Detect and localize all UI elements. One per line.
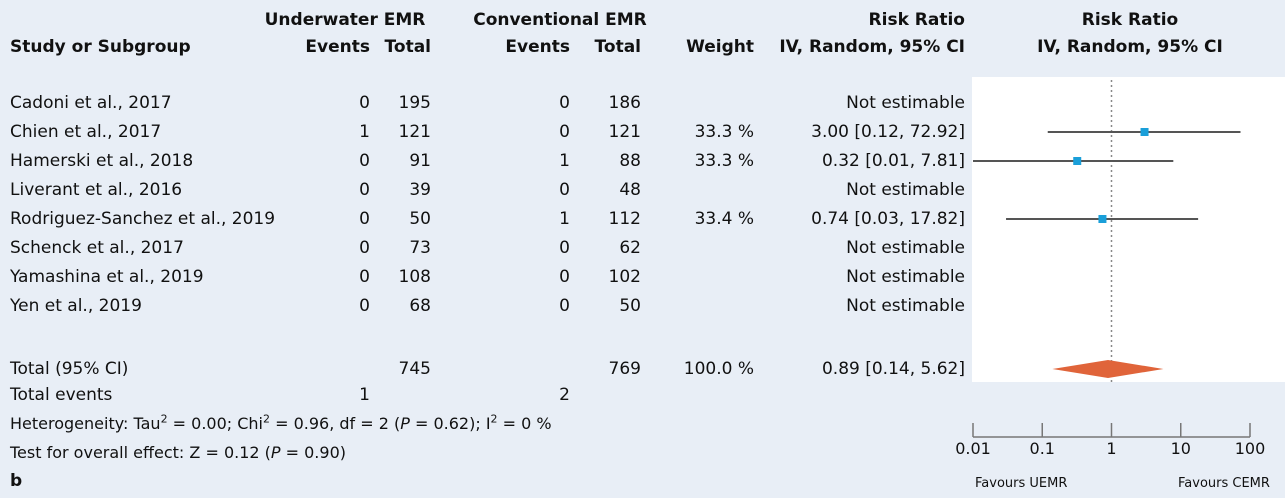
study-name: Hamerski et al., 2018 [10, 151, 194, 171]
events1: 0 [359, 180, 370, 200]
risk-ratio: 0.32 [0.01, 7.81] [821, 151, 965, 171]
total-events-e2: 2 [559, 385, 570, 405]
events2: 1 [559, 151, 570, 171]
total2: 121 [608, 122, 641, 142]
events1: 0 [359, 209, 370, 229]
events1: 0 [359, 151, 370, 171]
study-name: Yen et al., 2019 [10, 296, 142, 316]
events1: 1 [359, 122, 370, 142]
total-events-label: Total events [10, 385, 113, 405]
risk-ratio: 3.00 [0.12, 72.92] [811, 122, 965, 142]
x-tick-label: 0.01 [955, 439, 991, 458]
heterogeneity-line: Heterogeneity: Tau2 = 0.00; Chi2 = 0.96,… [10, 412, 552, 433]
weight-header: Weight [686, 37, 754, 57]
events2: 1 [559, 209, 570, 229]
total2: 62 [619, 238, 641, 258]
weight: 33.3 % [694, 151, 754, 171]
rr-title-header: Risk Ratio [868, 10, 965, 30]
events2: 0 [559, 296, 570, 316]
risk-ratio: 0.74 [0.03, 17.82] [811, 209, 965, 229]
total2: 48 [619, 180, 641, 200]
total1: 121 [398, 122, 431, 142]
total1: 68 [409, 296, 431, 316]
total2: 50 [619, 296, 641, 316]
forest-plot-panel [972, 77, 1285, 382]
rr-method-header: IV, Random, 95% CI [779, 37, 965, 57]
study-column-header: Study or Subgroup [10, 37, 191, 57]
total-t2: 769 [608, 359, 641, 379]
cemr-group-header: Conventional EMR [473, 10, 647, 30]
total1-header: Total [384, 37, 431, 57]
study-name: Liverant et al., 2016 [10, 180, 183, 200]
total2-header: Total [594, 37, 641, 57]
events2: 0 [559, 122, 570, 142]
total2: 186 [608, 93, 641, 113]
events1: 0 [359, 238, 370, 258]
events1: 0 [359, 296, 370, 316]
events1: 0 [359, 267, 370, 287]
total1: 39 [409, 180, 431, 200]
total1: 195 [398, 93, 431, 113]
x-tick-label: 100 [1235, 439, 1266, 458]
study-name: Yamashina et al., 2019 [10, 267, 204, 287]
x-tick-label: 1 [1106, 439, 1116, 458]
uemr-group-header: Underwater EMR [264, 10, 426, 30]
events2: 0 [559, 238, 570, 258]
favours-right: Favours CEMR [1178, 476, 1270, 491]
weight: 33.3 % [694, 122, 754, 142]
risk-ratio: Not estimable [846, 296, 965, 316]
weight: 33.4 % [694, 209, 754, 229]
events1: 0 [359, 93, 370, 113]
total1: 73 [409, 238, 431, 258]
total2: 102 [608, 267, 641, 287]
risk-ratio: Not estimable [846, 93, 965, 113]
total1: 91 [409, 151, 431, 171]
events2: 0 [559, 267, 570, 287]
total-t1: 745 [398, 359, 431, 379]
study-name: Cadoni et al., 2017 [10, 93, 172, 113]
x-tick-label: 10 [1171, 439, 1191, 458]
total-events-e1: 1 [359, 385, 370, 405]
risk-ratio: Not estimable [846, 267, 965, 287]
events2: 0 [559, 180, 570, 200]
favours-left: Favours UEMR [975, 476, 1068, 491]
risk-ratio: Not estimable [846, 238, 965, 258]
total1: 108 [398, 267, 431, 287]
total2: 88 [619, 151, 641, 171]
rr-title-header-2: Risk Ratio [1081, 10, 1179, 30]
risk-ratio: Not estimable [846, 180, 965, 200]
events2-header: Events [505, 37, 570, 57]
study-name: Chien et al., 2017 [10, 122, 162, 142]
total-label: Total (95% CI) [10, 359, 129, 379]
study-name: Schenck et al., 2017 [10, 238, 184, 258]
total-rr: 0.89 [0.14, 5.62] [821, 359, 965, 379]
events1-header: Events [305, 37, 370, 57]
total1: 50 [409, 209, 431, 229]
study-name: Rodriguez-Sanchez et al., 2019 [10, 209, 276, 229]
events2: 0 [559, 93, 570, 113]
panel-label: b [10, 471, 23, 491]
rr-method-header-2: IV, Random, 95% CI [1037, 37, 1223, 57]
total-weight: 100.0 % [683, 359, 754, 379]
total2: 112 [608, 209, 641, 229]
x-tick-label: 0.1 [1030, 439, 1055, 458]
overall-effect-line: Test for overall effect: Z = 0.12 (P = 0… [10, 443, 346, 462]
